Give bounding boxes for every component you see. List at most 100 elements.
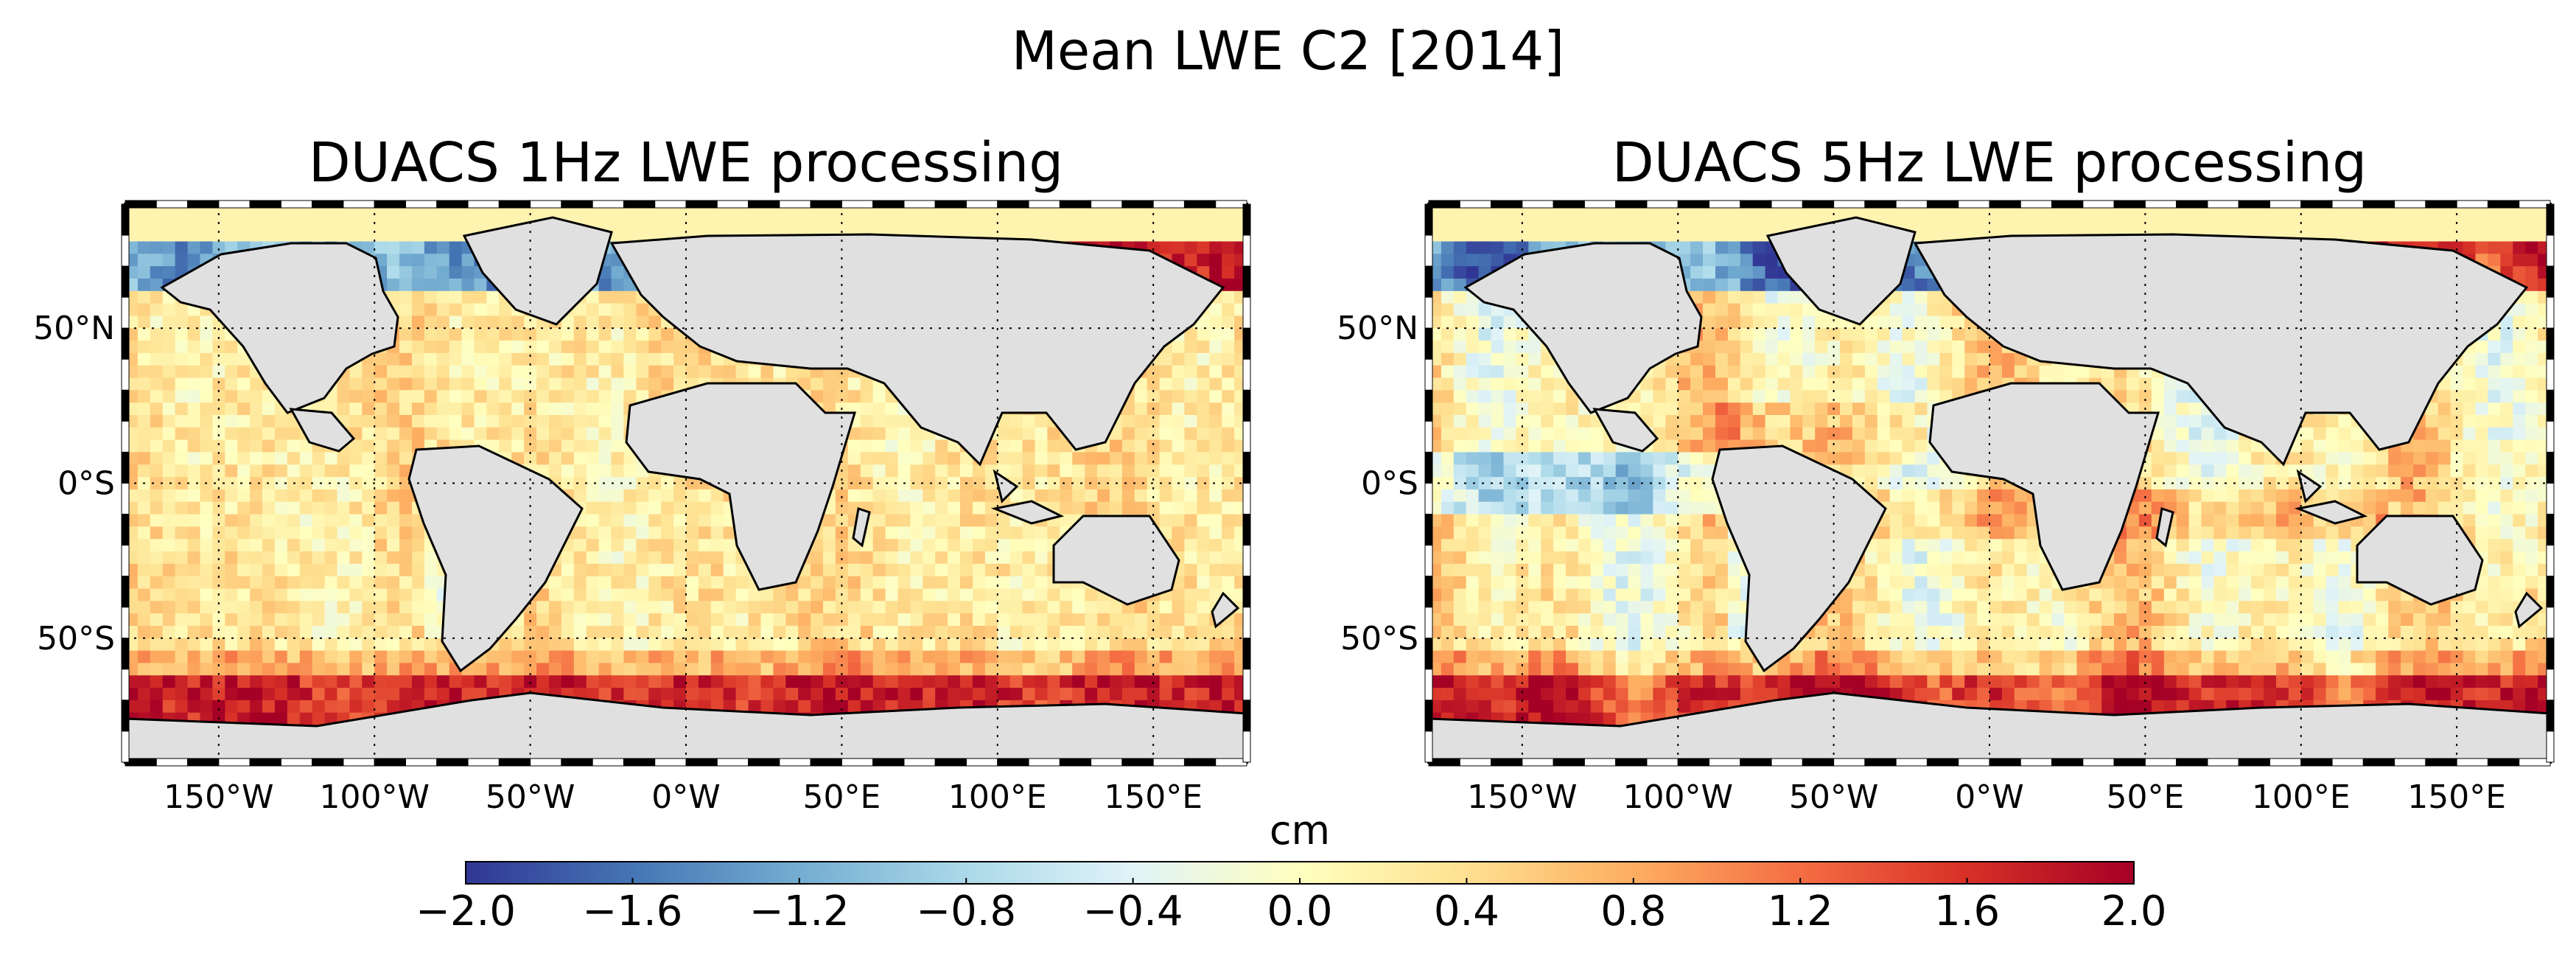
heat-cell (573, 526, 587, 540)
frame-segment (280, 200, 313, 209)
heat-cell (860, 377, 874, 391)
heat-cell (710, 688, 724, 701)
heat-cell (973, 638, 986, 652)
heat-cell (1441, 663, 1455, 676)
heat-cell (1222, 526, 1235, 540)
heat-cell (1727, 688, 1741, 701)
heat-cell (1035, 439, 1048, 453)
heat-cell (1727, 352, 1741, 366)
heat-cell (748, 588, 762, 601)
heat-cell (1134, 464, 1148, 478)
heat-cell (973, 688, 986, 701)
heat-cell (948, 613, 961, 627)
heat-cell (1047, 601, 1060, 614)
heat-cell (1628, 588, 1642, 601)
frame-segment (1059, 758, 1092, 767)
heat-cell (948, 526, 961, 540)
heat-cell (948, 601, 961, 614)
heat-cell (1453, 365, 1467, 379)
heat-cell (636, 650, 649, 663)
heat-cell (561, 588, 575, 601)
heat-cell (1790, 303, 1803, 316)
heat-cell (1466, 539, 1480, 552)
heat-cell (1466, 601, 1480, 614)
heat-cell (436, 415, 450, 428)
heat-cell (1703, 290, 1716, 304)
heat-cell (1222, 638, 1235, 652)
heat-cell (1209, 663, 1222, 676)
heat-cell (1740, 303, 1754, 316)
heat-cell (735, 650, 749, 663)
heat-cell (349, 501, 363, 515)
heat-cell (1172, 415, 1185, 428)
heat-cell (1553, 439, 1567, 453)
heat-cell (561, 402, 575, 416)
heat-cell (175, 341, 189, 354)
heat-cell (760, 601, 774, 614)
heat-cell (598, 650, 612, 663)
heat-cell (648, 539, 662, 552)
heat-cell (1603, 663, 1617, 676)
heat-cell (337, 390, 350, 403)
heat-cell (1790, 663, 1803, 676)
heat-cell (611, 427, 624, 441)
heat-cell (760, 700, 774, 714)
frame-segment (1152, 758, 1185, 767)
heat-cell (586, 377, 600, 391)
heat-cell (1566, 402, 1579, 416)
heat-cell (648, 328, 662, 341)
heat-cell (710, 365, 724, 379)
heat-cell (698, 663, 712, 676)
heat-cell (200, 365, 213, 379)
heat-cell (598, 365, 612, 379)
heat-cell (424, 650, 438, 663)
heat-cell (948, 539, 961, 552)
heat-cell (1503, 402, 1516, 416)
heat-cell (1478, 427, 1492, 441)
heat-cell (1441, 539, 1455, 552)
heat-cell (1628, 452, 1642, 465)
heat-cell (511, 663, 525, 676)
heat-cell (847, 650, 861, 663)
heat-cell (1491, 464, 1505, 478)
heat-cell (935, 688, 948, 701)
heat-cell (710, 650, 724, 663)
heat-cell (1085, 626, 1098, 639)
heat-cell (1653, 464, 1666, 478)
heat-cell (387, 427, 400, 441)
heat-cell (412, 377, 425, 391)
heat-cell (137, 254, 151, 267)
heat-cell (1441, 526, 1455, 540)
heat-cell (872, 477, 886, 490)
heat-cell (362, 650, 375, 663)
frame-segment (467, 200, 500, 209)
heat-cell (461, 365, 475, 379)
heat-cell (1653, 638, 1666, 652)
heat-cell (661, 688, 674, 701)
heat-cell (673, 377, 687, 391)
heat-cell (399, 415, 413, 428)
frame-segment (155, 200, 189, 209)
heat-cell (1035, 489, 1048, 503)
heat-cell (897, 427, 911, 441)
heat-cell (412, 402, 425, 416)
heat-cell (773, 663, 786, 676)
heat-cell (984, 626, 998, 639)
heat-cell (175, 390, 189, 403)
heat-cell (412, 563, 425, 577)
heat-cell (162, 427, 176, 441)
heat-cell (1678, 390, 1691, 403)
heat-cell (1703, 638, 1716, 652)
heat-cell (337, 663, 350, 676)
heat-cell (1615, 501, 1629, 515)
heat-cell (561, 365, 575, 379)
heat-cell (573, 427, 587, 441)
heat-cell (524, 365, 537, 379)
heat-cell (823, 613, 836, 627)
heat-cell (948, 588, 961, 601)
heat-cell (1815, 377, 1828, 391)
heat-cell (1516, 626, 1529, 639)
heat-cell (1690, 415, 1704, 428)
heat-cell (349, 539, 363, 552)
heat-cell (648, 315, 662, 329)
